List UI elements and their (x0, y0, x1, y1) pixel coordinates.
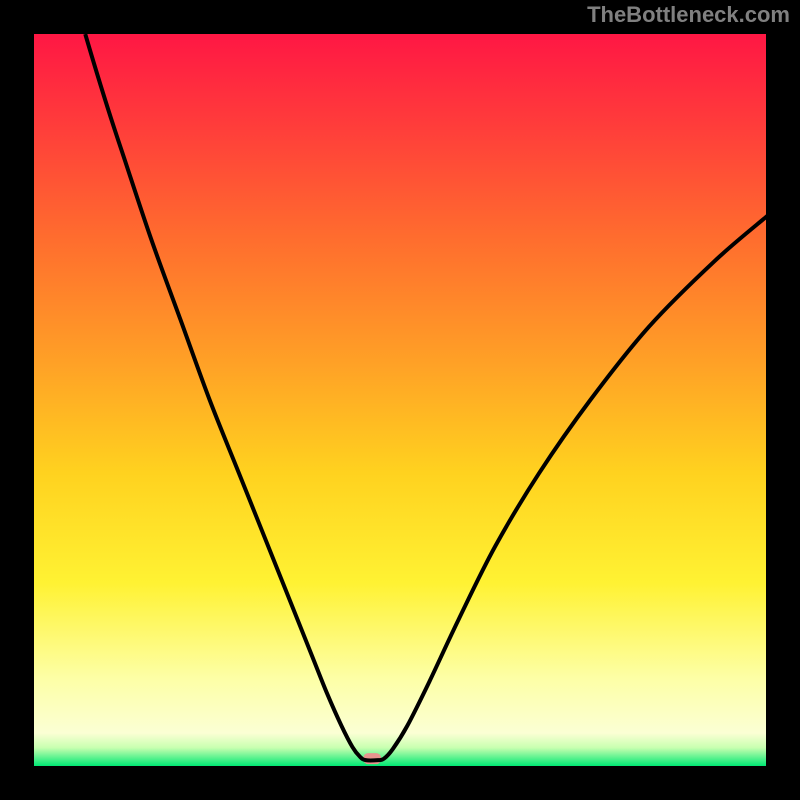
bottleneck-chart (0, 0, 800, 800)
gradient-background (34, 34, 766, 766)
watermark-text: TheBottleneck.com (587, 2, 790, 28)
chart-container: TheBottleneck.com (0, 0, 800, 800)
